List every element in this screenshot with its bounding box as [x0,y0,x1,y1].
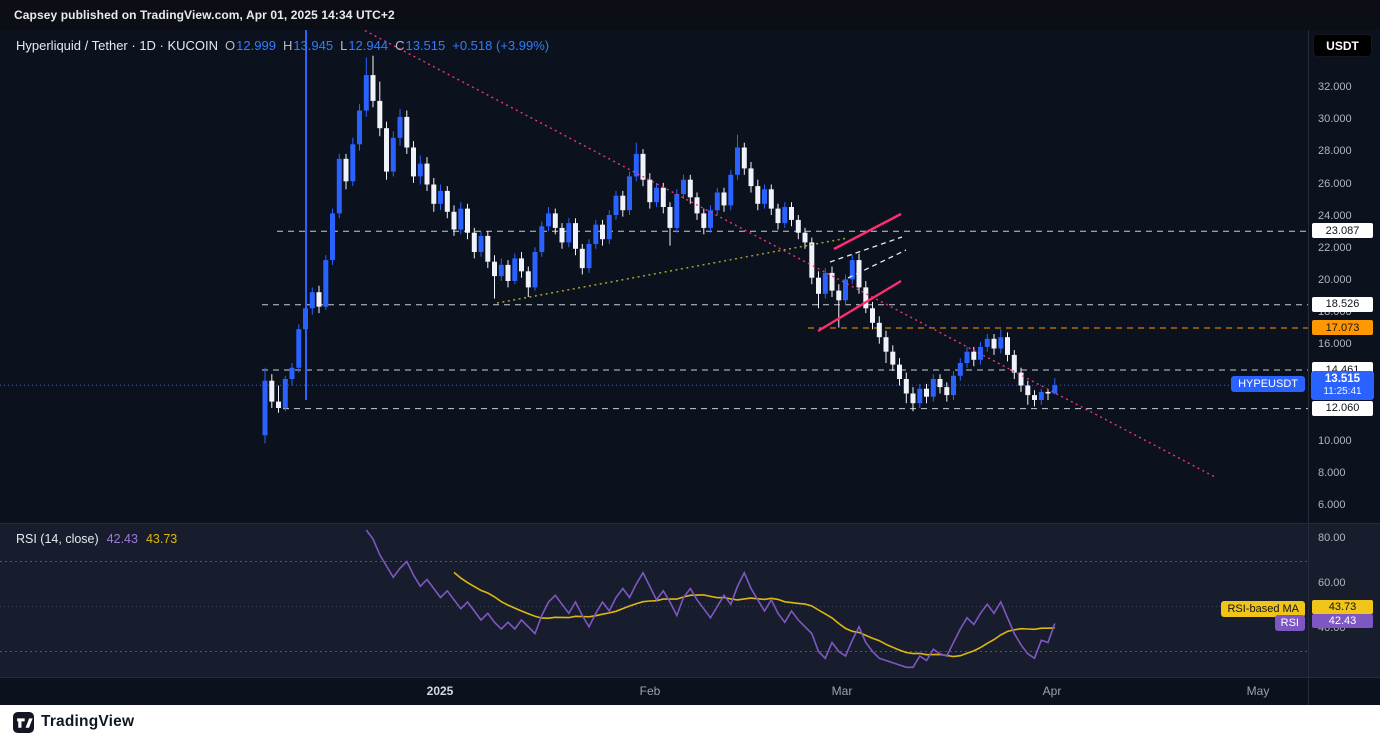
current-price-label: 13.515 11:25:41 [1311,371,1374,400]
price-axis[interactable]: USDT 13.515 11:25:41 43.73 42.43 32.000 3… [1308,30,1380,705]
ohlc-close: C13.515 [395,38,446,53]
rsi-canvas[interactable] [0,523,1308,677]
time-axis-label: 2025 [426,684,454,698]
price-axis-tick: 6.000 [1318,499,1346,512]
ohlc-low: L12.944 [340,38,389,53]
rsi-line-tag: RSI [1274,615,1305,631]
rsi-ma-value-chip: 43.73 [1312,600,1373,614]
rsi-title[interactable]: RSI (14, close) [16,532,99,546]
price-axis-tick: 10.000 [1318,434,1352,447]
rsi-pane[interactable]: RSI (14, close) 42.43 43.73 RSI-based MA… [0,523,1308,677]
price-axis-tick: 32.000 [1318,81,1352,93]
price-pane[interactable]: Hyperliquid / Tether · 1D · KUCOIN O12.9… [0,30,1308,523]
price-level-label: 23.087 [1312,223,1373,239]
rsi-ma-value: 43.73 [145,532,178,546]
price-axis-tick: 28.000 [1318,145,1352,158]
price-axis-tick: 8.000 [1318,466,1346,479]
price-level-label: 17.073 [1312,320,1373,335]
symbol-title[interactable]: Hyperliquid / Tether · 1D · KUCOIN [16,38,219,53]
publish-bar: Capsey published on TradingView.com, Apr… [0,0,1380,30]
current-price-value: 13.515 [1324,373,1361,385]
candlestick-canvas[interactable] [0,30,1308,523]
price-axis-tick: 20.000 [1318,274,1352,286]
rsi-value: 42.43 [106,532,138,546]
price-axis-tick: 30.000 [1318,113,1352,126]
ohlc-high: H13.945 [282,38,334,53]
symbol-name-tag: HYPEUSDT [1231,376,1305,392]
ohlc-open: O12.999 [225,38,276,53]
chart-area: Hyperliquid / Tether · 1D · KUCOIN O12.9… [0,30,1380,705]
symbol-header: Hyperliquid / Tether · 1D · KUCOIN O12.9… [16,38,549,53]
rsi-ma-tag: RSI-based MA [1221,601,1305,617]
price-change: +0.518 (+3.99%) [452,38,550,53]
price-level-label: 18.526 [1312,296,1373,312]
price-axis-tick: 22.000 [1318,241,1352,254]
tradingview-logo-icon[interactable] [13,711,34,733]
footer-bar: TradingView [0,705,1380,739]
time-axis-label: May [1246,684,1270,698]
rsi-indicator-header: RSI (14, close) 42.43 43.73 [16,532,177,546]
time-axis-label: Feb [639,684,661,698]
time-axis-label: Apr [1042,684,1062,698]
publish-text: Capsey published on TradingView.com, Apr… [14,8,395,22]
price-level-label: 12.060 [1312,400,1373,416]
pane-divider[interactable] [0,523,1380,524]
currency-toggle-button[interactable]: USDT [1313,34,1372,57]
time-axis-label: Mar [831,684,853,698]
rsi-value-chip: 42.43 [1312,614,1373,628]
rsi-axis-tick: 80.00 [1318,532,1346,544]
price-axis-tick: 16.000 [1318,338,1352,351]
time-axis[interactable]: 2025 Feb Mar Apr May [0,677,1308,705]
time-axis-divider [0,677,1380,678]
tradingview-wordmark[interactable]: TradingView [41,713,135,730]
price-axis-tick: 24.000 [1318,209,1352,222]
bar-countdown: 11:25:41 [1323,386,1362,397]
rsi-axis-tick: 60.00 [1318,577,1346,589]
price-axis-tick: 26.000 [1318,177,1352,190]
